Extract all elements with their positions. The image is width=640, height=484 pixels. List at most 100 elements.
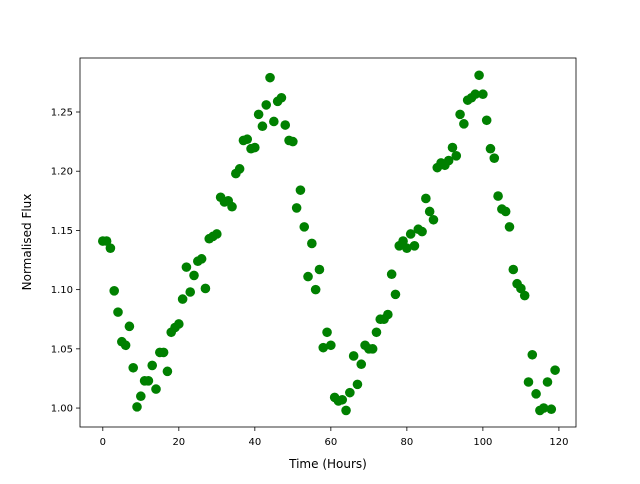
- data-point: [101, 236, 112, 246]
- data-point: [269, 116, 279, 127]
- data-point: [132, 402, 142, 412]
- data-point: [402, 243, 412, 253]
- data-point: [288, 136, 298, 147]
- y-tick-label: 1.15: [51, 226, 73, 237]
- data-point: [478, 89, 488, 100]
- data-point: [345, 387, 355, 398]
- y-axis-label: Normalised Flux: [20, 194, 34, 291]
- data-point: [398, 236, 408, 246]
- data-point: [295, 185, 306, 195]
- data-point: [386, 269, 397, 280]
- data-point: [390, 289, 401, 300]
- data-point: [508, 264, 519, 275]
- data-point: [493, 191, 503, 201]
- data-point: [417, 226, 427, 237]
- data-point: [253, 109, 264, 120]
- data-point: [120, 340, 131, 351]
- data-point: [143, 376, 154, 386]
- data-point: [371, 327, 382, 338]
- data-point: [485, 143, 496, 154]
- data-point: [367, 344, 378, 354]
- data-point: [322, 327, 332, 338]
- data-point: [310, 284, 321, 295]
- data-point: [500, 206, 511, 217]
- data-point: [428, 214, 439, 225]
- data-point: [409, 241, 420, 251]
- y-tick-label: 1.25: [51, 108, 73, 119]
- data-point: [531, 389, 541, 399]
- data-point: [109, 286, 120, 296]
- data-point: [151, 384, 161, 394]
- data-point: [124, 321, 135, 332]
- data-point: [352, 379, 363, 390]
- x-axis-label: Time (Hours): [288, 457, 367, 471]
- data-point: [474, 70, 484, 81]
- data-point: [242, 134, 253, 145]
- x-tick-label: 80: [400, 437, 413, 448]
- data-point: [291, 203, 302, 213]
- data-point: [250, 142, 260, 153]
- data-point: [303, 271, 313, 282]
- x-tick-label: 100: [473, 437, 492, 448]
- data-point: [136, 391, 146, 402]
- data-point: [523, 377, 534, 387]
- data-point: [299, 222, 310, 232]
- data-point: [341, 405, 351, 416]
- data-point: [158, 347, 169, 358]
- data-point: [261, 100, 272, 110]
- data-point: [337, 394, 348, 405]
- y-axis: 1.00 1.05 1.10 1.15 1.20 1.25: [51, 108, 80, 415]
- data-point: [105, 243, 116, 253]
- x-tick-label: 20: [172, 437, 185, 448]
- data-point: [516, 283, 526, 294]
- data-point: [147, 360, 158, 371]
- data-point: [257, 121, 268, 132]
- data-point: [519, 290, 530, 301]
- x-tick-label: 0: [100, 437, 106, 448]
- data-point: [189, 270, 199, 281]
- data-point: [447, 142, 458, 153]
- data-point: [481, 115, 492, 126]
- data-point: [527, 349, 538, 360]
- data-point: [200, 283, 211, 294]
- data-point: [181, 262, 192, 272]
- data-point: [550, 365, 560, 375]
- data-point: [265, 72, 275, 83]
- data-point: [421, 193, 431, 204]
- data-point: [212, 229, 222, 239]
- data-point: [326, 340, 336, 351]
- y-tick-label: 1.05: [51, 344, 73, 355]
- data-point: [276, 92, 287, 103]
- data-point: [546, 404, 557, 415]
- x-axis: 0 20 40 60 80 100 120: [100, 427, 568, 448]
- x-tick-label: 40: [248, 437, 261, 448]
- x-tick-label: 120: [549, 437, 568, 448]
- data-point: [348, 351, 359, 361]
- data-point: [113, 307, 123, 317]
- data-point: [451, 151, 462, 161]
- data-point: [356, 359, 367, 370]
- data-point: [307, 238, 317, 249]
- data-point: [196, 254, 207, 264]
- data-point: [424, 206, 435, 217]
- data-point: [162, 366, 173, 377]
- data-point: [383, 309, 393, 320]
- data-point: [405, 229, 416, 239]
- x-tick-label: 60: [324, 437, 337, 448]
- y-tick-label: 1.20: [51, 167, 73, 178]
- data-point: [314, 264, 325, 275]
- data-point: [538, 403, 549, 413]
- data-point: [443, 155, 454, 166]
- data-point: [459, 119, 469, 129]
- y-tick-label: 1.00: [51, 404, 73, 415]
- plot-frame: [79, 57, 577, 428]
- data-point: [128, 362, 139, 373]
- data-point: [470, 89, 481, 100]
- data-point: [504, 222, 515, 232]
- data-point: [177, 294, 188, 304]
- data-point: [280, 120, 291, 130]
- data-point: [234, 164, 245, 174]
- data-points: [98, 70, 560, 416]
- data-point: [455, 109, 465, 120]
